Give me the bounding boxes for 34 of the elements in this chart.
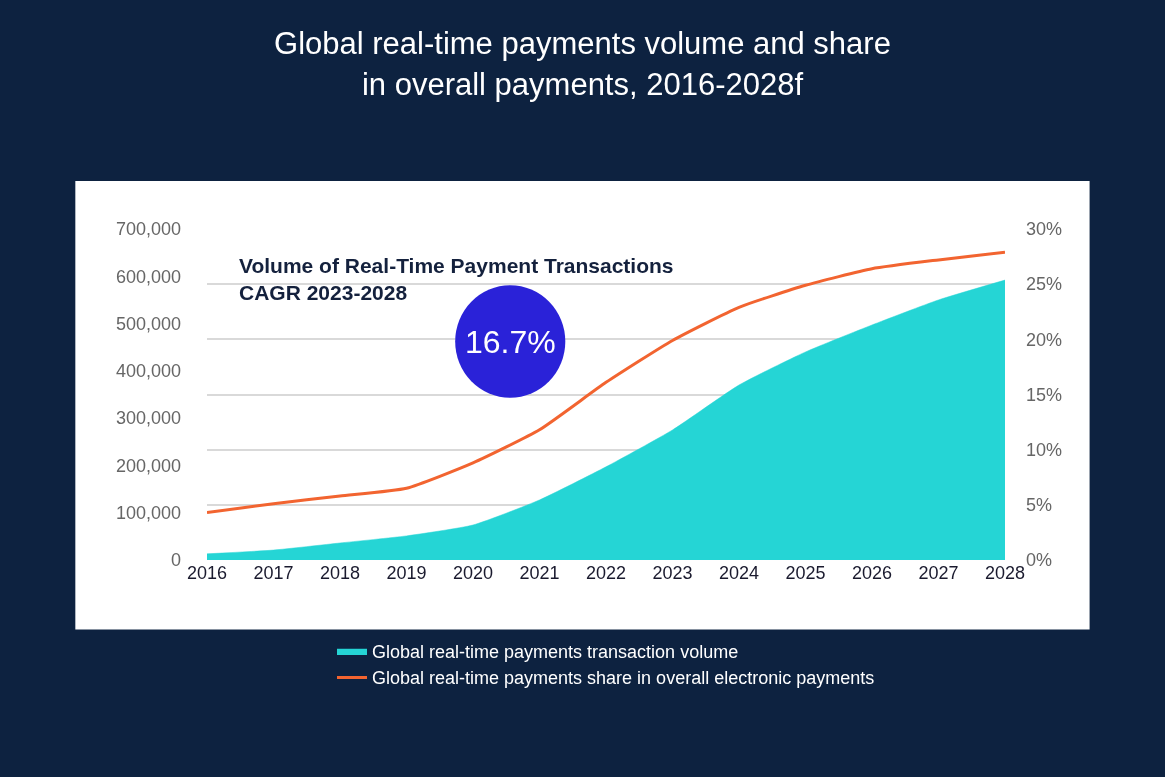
y-tick-label: 0 [170,550,181,571]
annotation: 16.7% [465,324,556,360]
x-tick-label: 2022 [585,563,627,583]
x-tick-label: 2024 [718,563,760,583]
x-tick-label: 2018 [319,563,361,583]
y-tick-label: 400,000 [115,361,181,382]
y-tick-label: 700,000 [115,219,181,240]
line-series [207,250,1005,515]
y2-tick-label: 15% [1026,384,1063,405]
x-tick-label: 2019 [386,563,427,583]
x-tick-label: 2017 [253,563,294,583]
y2-tick-label: 30% [1026,219,1063,240]
x-tick-label: 2016 [186,563,228,583]
y2-tick-label: 5% [1026,495,1053,516]
y-tick-label: 200,000 [115,455,181,476]
x-tick-label: 2027 [918,563,959,583]
x-tick-label: 2025 [785,563,826,583]
y2-tick-label: 0% [1026,550,1053,571]
y-tick-label: 600,000 [115,266,181,287]
y-tick-label: 500,000 [115,313,181,334]
y-tick-label: 100,000 [115,503,181,524]
y-tick-label: 300,000 [115,408,181,429]
y2-tick-label: 25% [1026,274,1063,295]
legend-label: Global real-time payments transaction volume [372,642,739,663]
legend-label: Global real-time payments share in overall electronic payments [372,668,875,689]
chart-title: Global real-time payments volume and share in overall payments, 2016-2028f [274,26,891,102]
y2-tick-label: 10% [1026,439,1063,460]
y2-tick-label: 20% [1026,329,1063,350]
x-tick-label: 2023 [652,563,693,583]
x-tick-label: 2026 [851,563,893,583]
x-tick-label: 2028 [984,563,1026,583]
annotation: Volume of Real-Time Payment Transactions CAGR 2023-2028 [239,254,674,305]
x-tick-label: 2021 [519,563,560,583]
x-tick-label: 2020 [452,563,494,583]
